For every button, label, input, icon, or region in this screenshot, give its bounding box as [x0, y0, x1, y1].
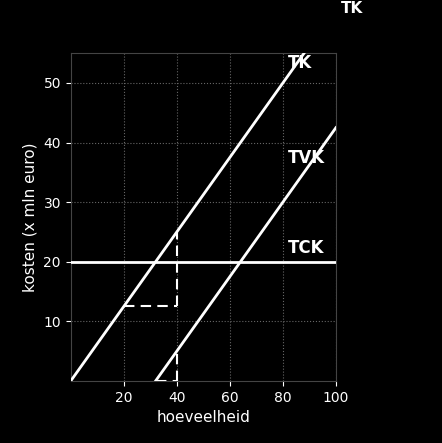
Text: TCK: TCK — [288, 239, 325, 257]
Y-axis label: kosten (x mln euro): kosten (x mln euro) — [23, 142, 38, 292]
Text: TK: TK — [341, 1, 363, 16]
Text: TVK: TVK — [288, 149, 325, 167]
Text: TK: TK — [288, 54, 312, 72]
X-axis label: hoeveelheid: hoeveelheid — [156, 410, 250, 425]
